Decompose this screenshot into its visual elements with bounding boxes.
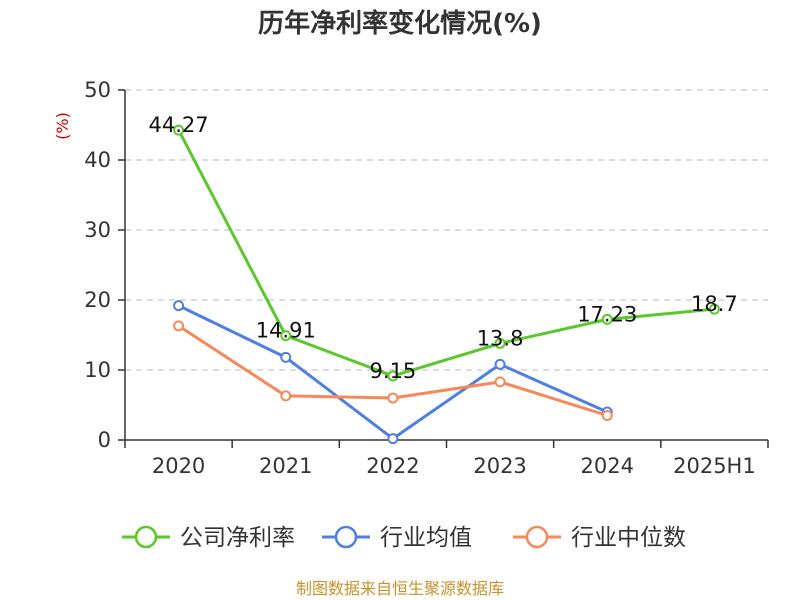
series-layer <box>173 124 720 445</box>
x-tick-label: 2022 <box>366 454 419 478</box>
source-note: 制图数据来自恒生聚源数据库 <box>296 579 504 598</box>
data-point <box>708 303 720 315</box>
legend-label: 公司净利率 <box>180 525 295 551</box>
y-tick-label: 0 <box>98 428 111 452</box>
data-point <box>280 351 292 363</box>
data-label: 18.7 <box>691 292 738 316</box>
legend-item: 行业均值 <box>322 525 472 551</box>
data-point <box>494 376 506 388</box>
axes: 0 10 20 30 40 50 2020 2021 2022 2023 2024 2025H1 <box>84 78 769 478</box>
legend-item: 行业中位数 <box>513 525 686 551</box>
y-tick-label: 30 <box>84 218 111 242</box>
chart-title: 历年净利率变化情况(%) <box>258 8 542 39</box>
x-tick-label: 2023 <box>473 454 526 478</box>
x-tick-label: 2025H1 <box>673 454 756 478</box>
legend: 公司净利率 行业均值 行业中位数 <box>122 525 686 551</box>
series-2 <box>173 320 613 421</box>
y-tick-label: 40 <box>84 148 111 172</box>
data-point <box>387 433 399 445</box>
legend-label: 行业中位数 <box>571 525 686 551</box>
x-tick-label: 2024 <box>581 454 634 478</box>
legend-marker <box>334 525 358 549</box>
y-tick-label: 10 <box>84 358 111 382</box>
data-point <box>494 358 506 370</box>
data-point <box>601 410 613 421</box>
data-point <box>280 390 292 402</box>
legend-label: 行业均值 <box>380 525 472 551</box>
series-1 <box>173 300 613 445</box>
y-tick-label: 50 <box>84 78 111 102</box>
data-label: 44.27 <box>149 113 209 137</box>
data-point <box>601 313 613 325</box>
data-label: 13.8 <box>477 326 524 350</box>
data-point <box>173 320 185 332</box>
data-point <box>173 300 185 312</box>
data-labels: 44.27 14.91 9.15 13.8 17.23 18.7 <box>149 113 738 383</box>
data-label: 17.23 <box>577 302 637 326</box>
gridlines <box>125 89 768 371</box>
data-label: 14.91 <box>256 319 316 343</box>
legend-marker <box>525 525 549 549</box>
data-point <box>173 124 185 136</box>
series-0 <box>173 124 720 382</box>
y-axis-label: (%) <box>53 112 72 140</box>
data-point <box>387 370 399 382</box>
data-point <box>387 392 399 404</box>
legend-item: 公司净利率 <box>122 525 295 551</box>
data-label: 9.15 <box>370 359 417 383</box>
legend-marker <box>134 525 158 549</box>
series-line <box>177 129 715 378</box>
y-tick-label: 20 <box>84 288 111 312</box>
x-tick-label: 2020 <box>152 454 205 478</box>
x-tick-label: 2021 <box>259 454 312 478</box>
data-point <box>494 337 506 349</box>
data-point <box>280 330 292 342</box>
